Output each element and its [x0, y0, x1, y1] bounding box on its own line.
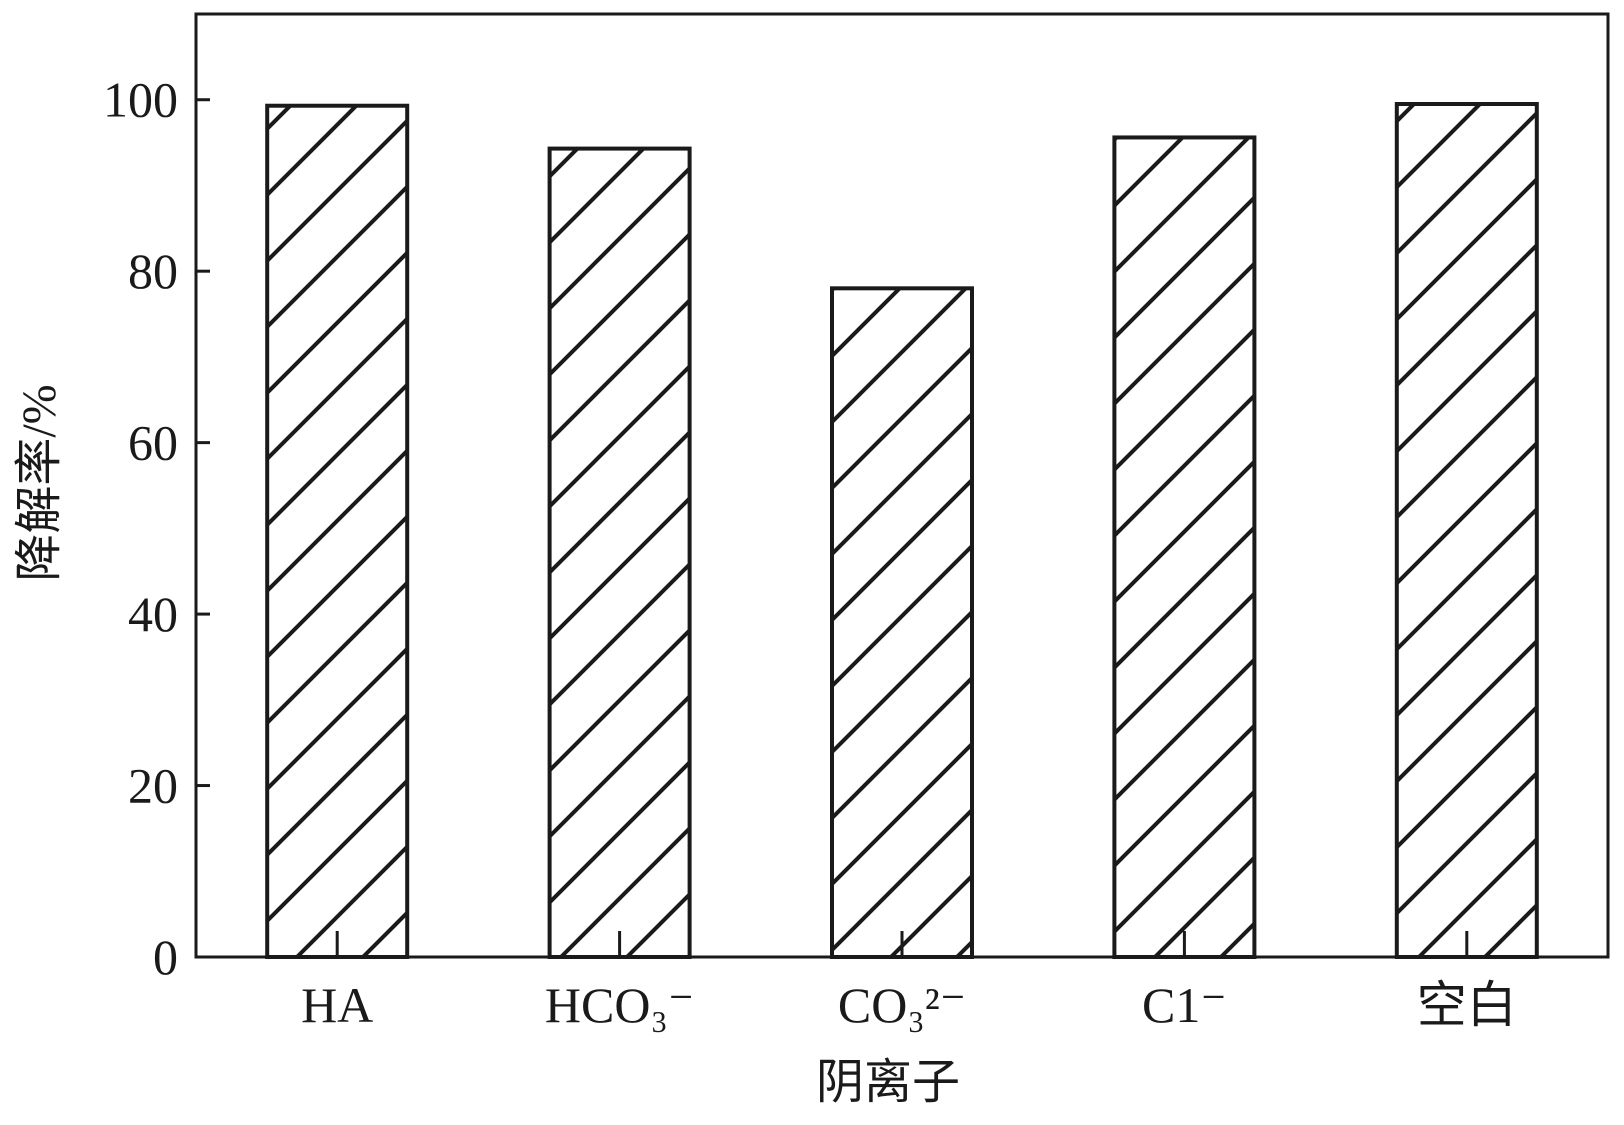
bar-0 — [265, 103, 410, 959]
x-tick-label-0: HA — [301, 977, 373, 1033]
x-tick-label-1: HCO₃⁻ — [545, 977, 694, 1033]
axes — [194, 12, 1610, 959]
x-tick-label-2: CO₃²⁻ — [838, 977, 966, 1033]
y-tick-label-40: 40 — [128, 586, 178, 642]
bar-4 — [1394, 102, 1539, 960]
x-axis-title: 阴离子 — [816, 1056, 960, 1109]
x-tick-label-3: C1⁻ — [1142, 977, 1227, 1033]
y-axis-title: 降解率/% — [13, 384, 66, 581]
y-tick-label-60: 60 — [128, 415, 178, 471]
bars — [265, 102, 1539, 960]
x-tick-label-4: 空白 — [1417, 977, 1517, 1033]
bar-1 — [547, 146, 692, 960]
y-tick-label-80: 80 — [128, 243, 178, 299]
y-tick-label-100: 100 — [103, 72, 178, 128]
y-tick-label-0: 0 — [153, 929, 178, 985]
bar-2 — [830, 286, 974, 959]
bar-3 — [1112, 135, 1257, 959]
y-tick-label-20: 20 — [128, 758, 178, 814]
labels: 0 20 40 60 80 100 HA HCO₃⁻ CO₃²⁻ C1⁻ 空白 — [103, 72, 1517, 1033]
